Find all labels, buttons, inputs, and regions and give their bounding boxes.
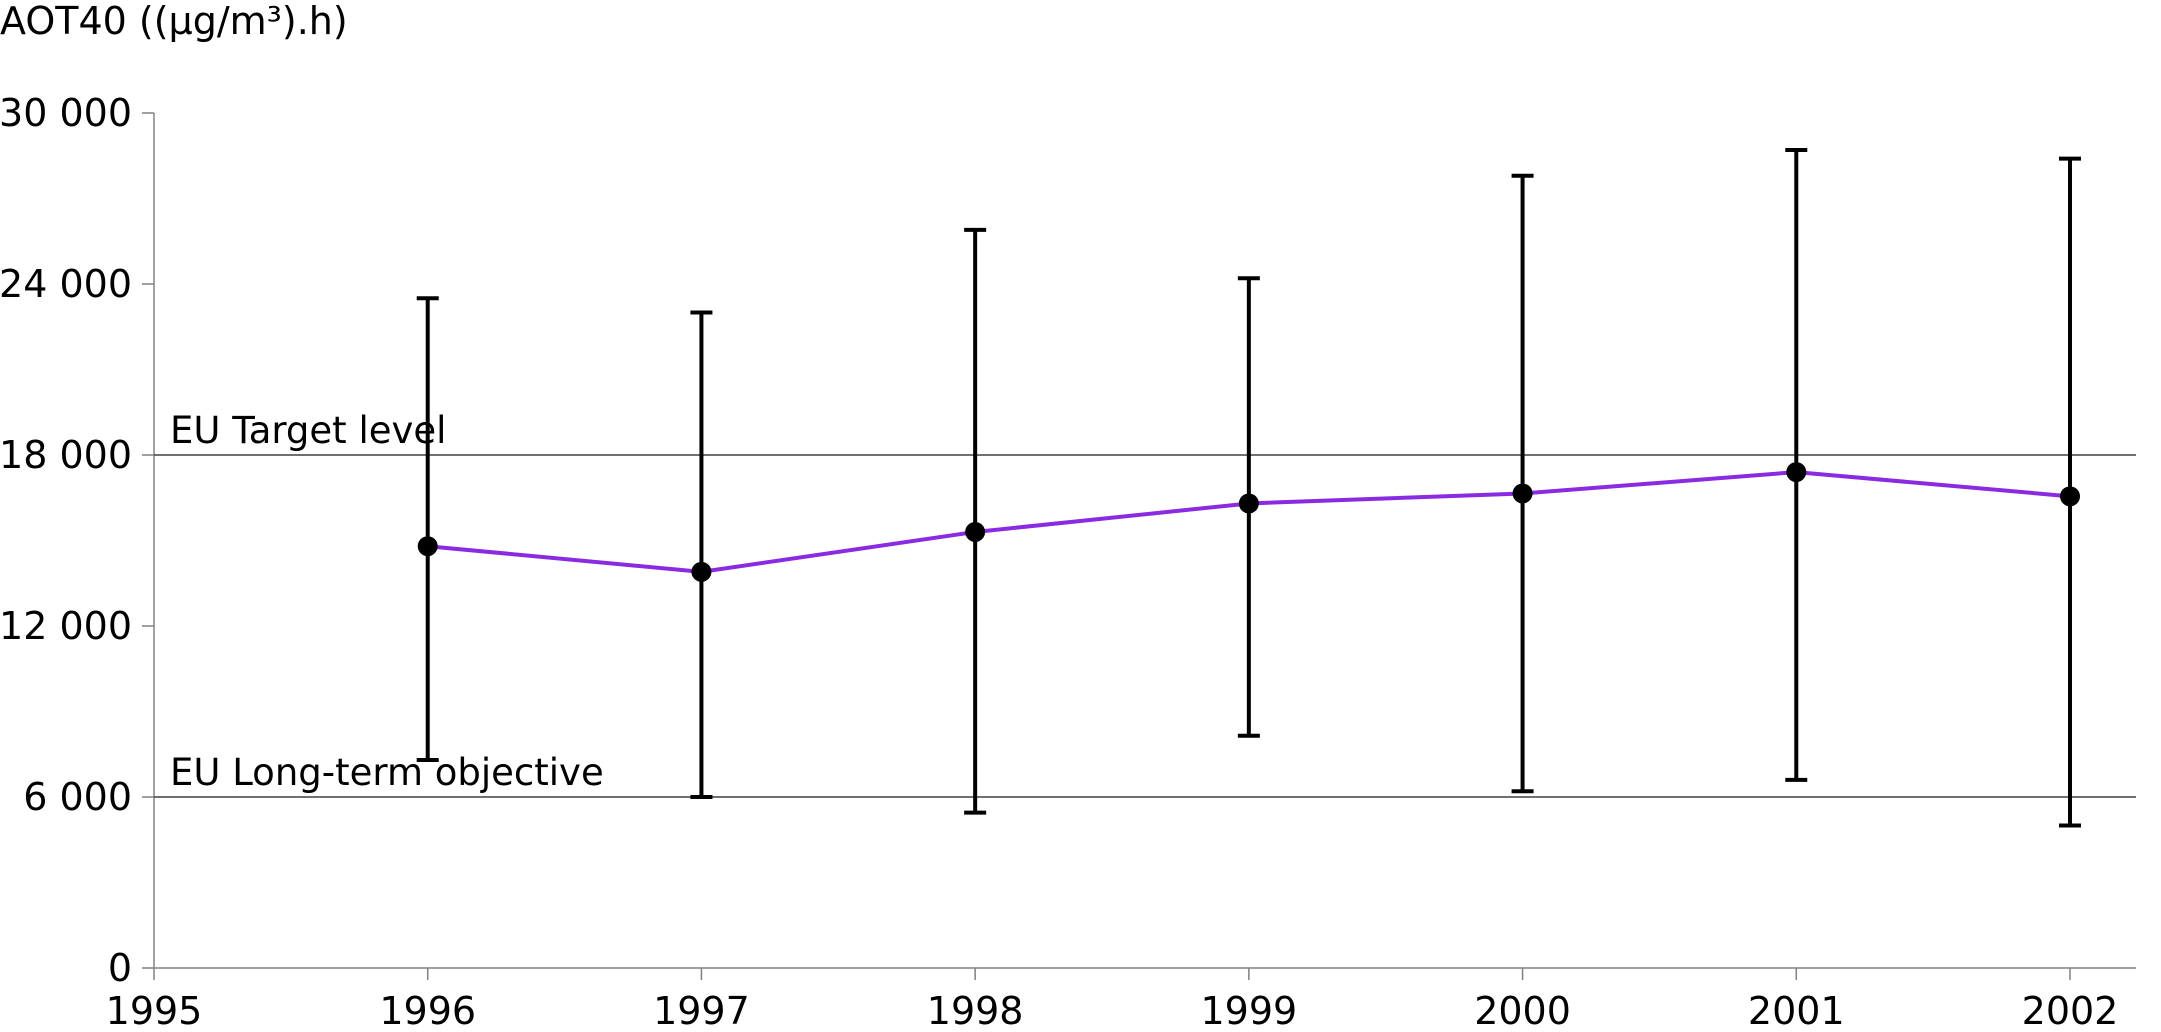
- reference-line-label: EU Long-term objective: [170, 751, 604, 794]
- x-tick-label: 1996: [379, 989, 476, 1032]
- data-point: [1238, 493, 1259, 514]
- data-point: [1786, 462, 1807, 483]
- data-point: [691, 561, 712, 582]
- x-tick-label: 1995: [106, 989, 203, 1032]
- reference-line-label: EU Target level: [170, 409, 446, 452]
- axes: 0 6 000 12 000 18 000 24 000 30 000 1995 1996 19…: [0, 91, 2136, 1032]
- error-bars: [416, 148, 2081, 828]
- reference-lines: EU Target level EU Long-term objective: [154, 409, 2136, 798]
- x-tick-label: 2002: [2022, 989, 2119, 1032]
- x-tick-label: 2000: [1474, 989, 1571, 1032]
- y-tick-label: 12 000: [0, 604, 132, 648]
- x-tick-label: 1998: [927, 989, 1024, 1032]
- x-tick-label: 1999: [1200, 989, 1297, 1032]
- y-tick-label: 30 000: [0, 91, 132, 135]
- y-tick-label: 18 000: [0, 433, 132, 477]
- data-point: [965, 521, 986, 542]
- y-tick-label: 6 000: [23, 775, 132, 819]
- data-point: [1512, 483, 1533, 504]
- y-axis-title: AOT40 ((µg/m³).h): [0, 0, 348, 43]
- data-point: [2060, 486, 2080, 507]
- data-point: [417, 536, 438, 557]
- y-tick-label: 24 000: [0, 262, 132, 306]
- series: [417, 462, 2080, 582]
- x-tick-label: 2001: [1748, 989, 1845, 1032]
- x-tick-label: 1997: [653, 989, 750, 1032]
- y-tick-label: 0: [108, 946, 132, 990]
